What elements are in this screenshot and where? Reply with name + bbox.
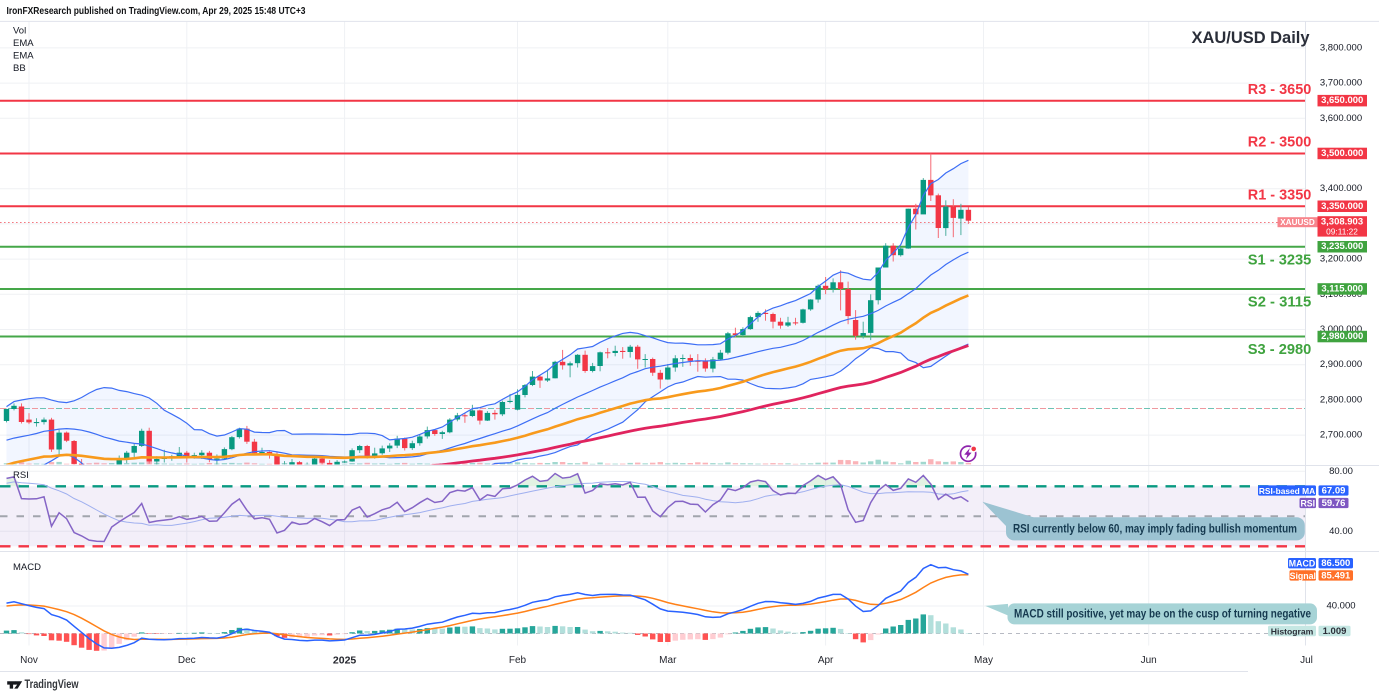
svg-text:3,235.000: 3,235.000 [1321,241,1363,252]
svg-text:3,115.000: 3,115.000 [1321,284,1363,295]
svg-text:IronFXResearch published on Tr: IronFXResearch published on TradingView.… [7,5,306,17]
svg-text:R2 - 3500: R2 - 3500 [1248,134,1312,150]
svg-text:3,500.000: 3,500.000 [1321,148,1363,159]
svg-text:3,200.000: 3,200.000 [1320,254,1362,265]
svg-text:2025: 2025 [333,655,357,667]
svg-text:Histogram: Histogram [1271,627,1314,637]
svg-text:3,650.000: 3,650.000 [1321,95,1363,106]
svg-text:Nov: Nov [20,655,38,666]
svg-text:MACD still positive, yet may b: MACD still positive, yet may be on the c… [1014,608,1311,620]
svg-text:85.491: 85.491 [1321,570,1351,581]
svg-text:3,000.000: 3,000.000 [1320,324,1362,335]
svg-text:40.000: 40.000 [1326,601,1355,612]
svg-text:MACD: MACD [1289,559,1315,569]
svg-text:BB: BB [13,63,26,74]
svg-text:3,350.000: 3,350.000 [1321,201,1363,212]
svg-text:EMA: EMA [13,51,34,62]
svg-text:R3 - 3650: R3 - 3650 [1248,82,1312,98]
svg-text:3,800.000: 3,800.000 [1320,42,1362,53]
svg-text:3,600.000: 3,600.000 [1320,113,1362,124]
svg-text:2,700.000: 2,700.000 [1320,430,1362,441]
svg-text:RSI: RSI [13,470,29,481]
svg-text:RSI currently below 60, may im: RSI currently below 60, may imply fading… [1013,523,1297,535]
svg-text:80.00: 80.00 [1329,466,1353,477]
svg-text:Vol: Vol [13,26,26,37]
svg-text:3,308.903: 3,308.903 [1321,217,1363,228]
svg-text:S1 - 3235: S1 - 3235 [1248,252,1312,268]
svg-text:S3 - 2980: S3 - 2980 [1248,342,1312,358]
svg-text:86.500: 86.500 [1321,558,1350,569]
svg-text:XAU/USD Daily: XAU/USD Daily [1192,28,1311,47]
svg-text:S2 - 3115: S2 - 3115 [1248,295,1312,311]
svg-text:R1 - 3350: R1 - 3350 [1248,187,1312,203]
svg-text:Apr: Apr [818,655,834,666]
svg-text:Jul: Jul [1300,655,1313,666]
svg-text:Dec: Dec [178,655,196,666]
svg-text:XAUUSD: XAUUSD [1280,218,1315,227]
svg-text:RSI: RSI [1300,499,1315,509]
svg-text:2,800.000: 2,800.000 [1320,394,1362,405]
svg-text:40.00: 40.00 [1329,526,1353,537]
svg-text:2,980.000: 2,980.000 [1321,331,1363,342]
svg-text:09:11:22: 09:11:22 [1326,227,1358,237]
svg-text:2,900.000: 2,900.000 [1320,359,1362,370]
svg-text:1.009: 1.009 [1323,626,1347,637]
svg-text:Feb: Feb [509,655,527,666]
svg-text:3,700.000: 3,700.000 [1320,78,1362,89]
svg-text:67.09: 67.09 [1322,486,1346,497]
svg-text:59.76: 59.76 [1322,498,1346,509]
svg-text:Jun: Jun [1141,655,1157,666]
svg-text:Mar: Mar [659,655,677,666]
svg-text:EMA: EMA [13,38,34,49]
svg-text:RSI-based MA: RSI-based MA [1259,486,1315,496]
svg-text:May: May [974,655,993,666]
svg-text:3,400.000: 3,400.000 [1320,183,1362,194]
svg-text:Signal: Signal [1290,571,1316,581]
svg-text:MACD: MACD [13,562,41,573]
svg-text:TradingView: TradingView [25,679,79,691]
